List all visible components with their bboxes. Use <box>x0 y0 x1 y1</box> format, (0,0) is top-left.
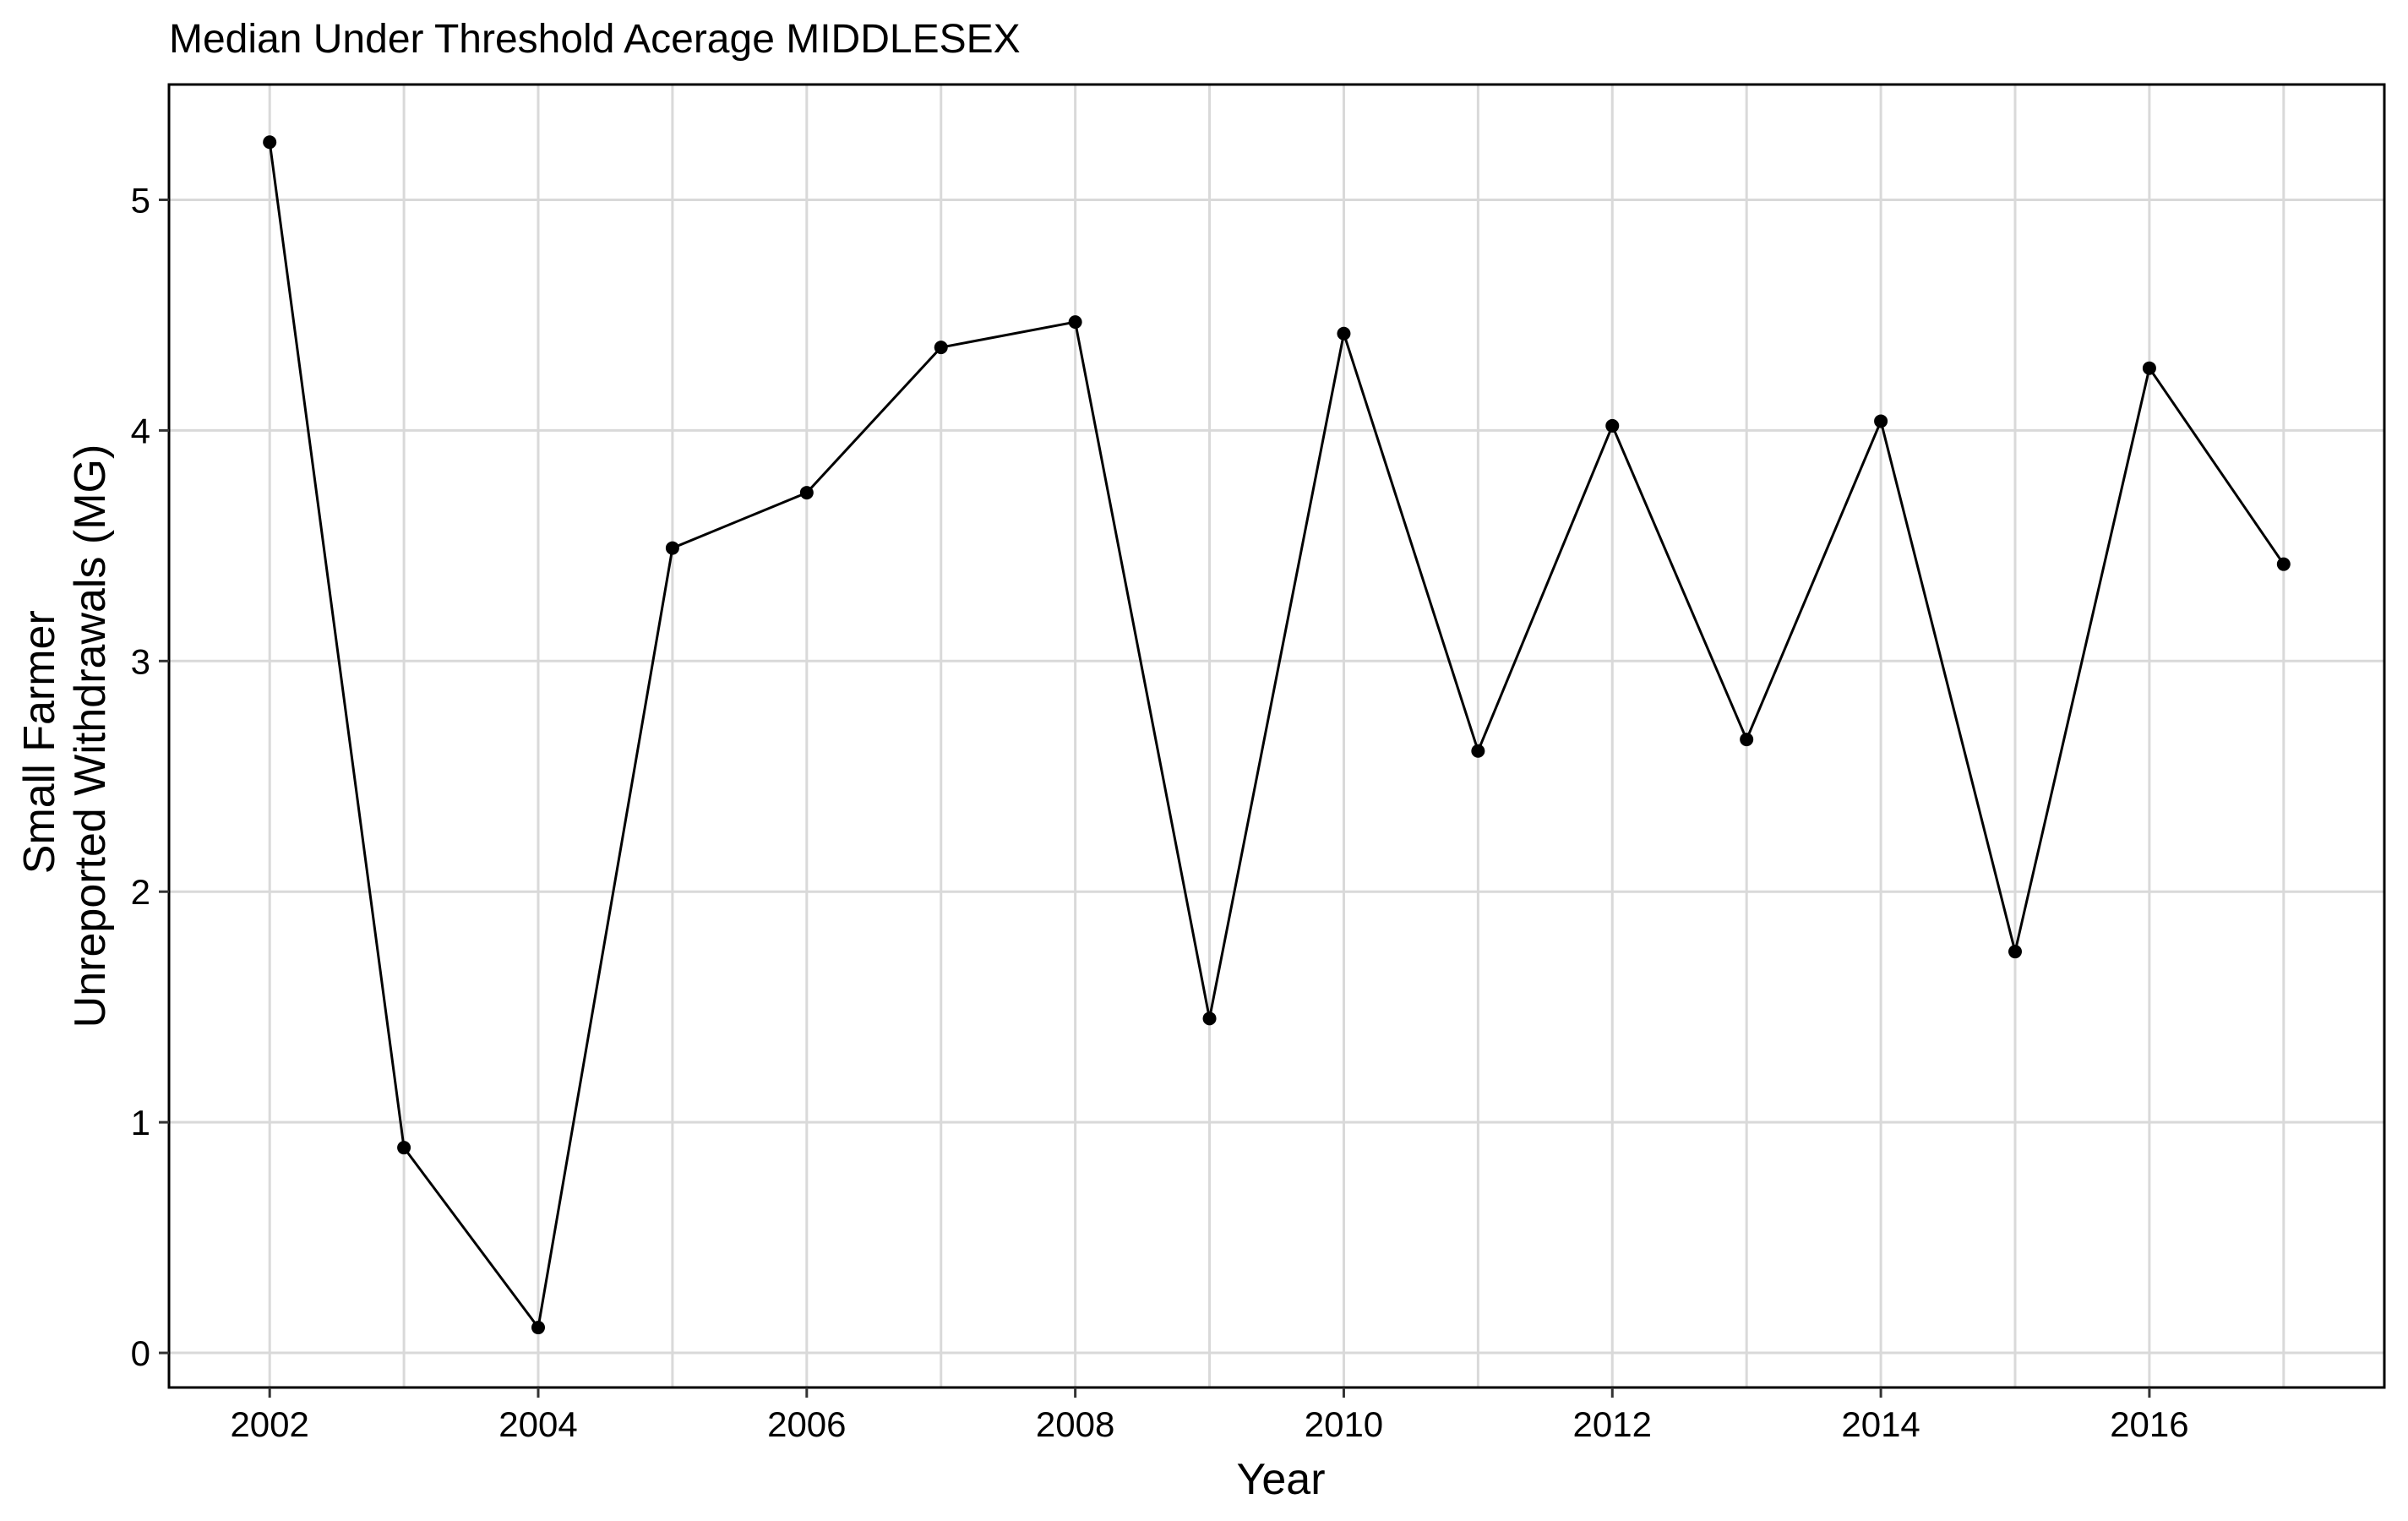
data-point <box>2276 557 2291 571</box>
data-point <box>1740 733 1754 747</box>
y-tick-label: 1 <box>131 1103 150 1142</box>
data-point <box>1068 315 1082 330</box>
y-axis-tick-labels: 0 1 2 3 4 5 <box>131 180 150 1373</box>
y-axis-title: Small Farmer Unreported Withdrawals (MG) <box>15 444 115 1028</box>
data-point <box>263 135 277 150</box>
axis-ticks <box>159 198 2151 1398</box>
x-tick-label: 2004 <box>498 1404 577 1444</box>
y-tick-label: 5 <box>131 180 150 220</box>
data-point <box>397 1141 411 1155</box>
y-tick-label: 2 <box>131 872 150 912</box>
y-tick-label: 4 <box>131 411 150 450</box>
y-axis-title-line-1: Small Farmer <box>15 610 64 874</box>
data-point <box>1337 326 1351 341</box>
data-point <box>1874 414 1888 428</box>
y-axis-title-line-2: Unreported Withdrawals (MG) <box>66 444 115 1028</box>
plot-panel-border <box>167 83 2386 1389</box>
data-points <box>263 135 2291 1335</box>
data-point <box>1202 1011 1217 1026</box>
data-point <box>665 541 679 555</box>
x-tick-label: 2012 <box>1573 1404 1652 1444</box>
x-tick-label: 2016 <box>2110 1404 2188 1444</box>
data-point <box>2142 361 2156 375</box>
data-point <box>799 486 814 500</box>
data-point <box>2008 945 2022 959</box>
y-tick-label: 3 <box>131 641 150 681</box>
y-tick-label: 0 <box>131 1333 150 1373</box>
series-line-group <box>268 142 2285 1331</box>
chart-title: Median Under Threshold Acerage MIDDLESEX <box>169 17 1021 62</box>
x-tick-label: 2002 <box>230 1404 308 1444</box>
x-tick-label: 2010 <box>1305 1404 1383 1444</box>
data-point <box>531 1321 545 1335</box>
data-point <box>1471 744 1485 758</box>
data-point <box>1605 418 1620 433</box>
x-axis-title: Year <box>1236 1455 1325 1504</box>
data-point <box>934 341 948 355</box>
series-line <box>268 142 2285 1331</box>
x-tick-label: 2008 <box>1036 1404 1114 1444</box>
x-tick-label: 2014 <box>1841 1404 1920 1444</box>
grid-lines <box>169 84 2384 1387</box>
x-axis-tick-labels: 2002 2004 2006 2008 2010 2012 2014 2016 <box>230 1404 2188 1444</box>
x-tick-label: 2006 <box>767 1404 846 1444</box>
